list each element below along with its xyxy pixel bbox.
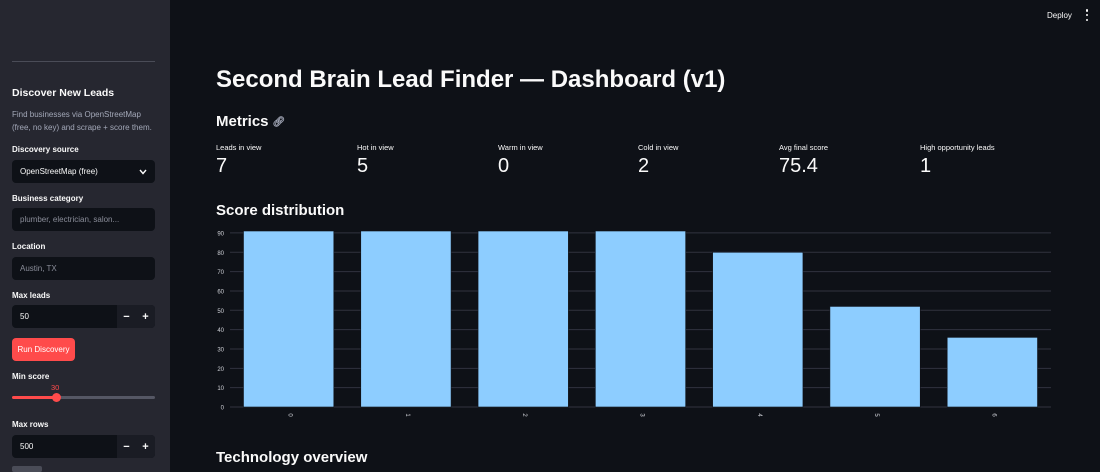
run-discovery-button[interactable]: Run Discovery (12, 338, 75, 361)
metric-value: 0 (498, 155, 510, 177)
metric-value: 2 (638, 155, 650, 177)
max-rows-label: Max rows (12, 420, 49, 429)
bar (595, 230, 686, 408)
x-tick-label: 3 (639, 413, 645, 417)
metrics-heading: Metrics 🔗︎ (216, 113, 285, 130)
min-score-slider-value: 30 (51, 383, 60, 392)
metrics-heading-text: Metrics (216, 113, 269, 130)
discovery-source-value: OpenStreetMap (free) (20, 167, 98, 176)
sidebar-divider (12, 61, 155, 62)
y-tick-label: 30 (217, 347, 224, 353)
discovery-source-select[interactable]: OpenStreetMap (free) (12, 160, 155, 183)
x-tick-label: 2 (521, 413, 527, 417)
metric-label: High opportunity leads (920, 143, 995, 152)
score-distribution-chart: 0 10 20 30 40 50 60 70 80 90 0 1 2 3 4 5 6 (217, 230, 1051, 417)
bar (243, 230, 335, 408)
x-tick-label: 0 (287, 413, 293, 417)
x-tick-label: 6 (990, 413, 996, 417)
metric-cold-in-view: Cold in view 2 (638, 143, 678, 178)
metric-leads-in-view: Leads in view 7 (216, 143, 261, 178)
metric-hot-in-view: Hot in view 5 (357, 143, 394, 178)
min-score-slider-fill (12, 396, 56, 399)
y-tick-label: 0 (221, 406, 225, 412)
metric-warm-in-view: Warm in view 0 (498, 143, 543, 178)
technology-overview-heading: Technology overview (216, 449, 368, 466)
more-menu-icon[interactable] (1083, 9, 1091, 21)
metric-value: 1 (920, 155, 932, 177)
y-tick-label: 10 (217, 386, 224, 392)
metric-value: 75.4 (779, 155, 818, 177)
page-title: Second Brain Lead Finder — Dashboard (v1… (216, 66, 726, 93)
sidebar-next-label (12, 466, 42, 472)
metric-label: Leads in view (216, 143, 262, 152)
discovery-source-label: Discovery source (12, 145, 79, 154)
metric-label: Avg final score (779, 143, 829, 152)
y-tick-label: 60 (217, 289, 224, 295)
chevron-down-icon (139, 169, 147, 175)
deploy-button[interactable]: Deploy (1047, 11, 1072, 20)
metric-label: Warm in view (498, 143, 543, 152)
metric-label: Cold in view (638, 143, 679, 152)
max-rows-stepper[interactable]: 500 − + (12, 435, 155, 458)
score-distribution-heading: Score distribution (216, 202, 345, 219)
y-tick-label: 90 (217, 231, 224, 237)
bar (477, 230, 569, 408)
location-label: Location (12, 242, 46, 251)
y-tick-label: 20 (217, 367, 224, 373)
business-category-label: Business category (12, 194, 84, 203)
sidebar-description: Find businesses via OpenStreetMap (free,… (12, 110, 152, 132)
y-tick-label: 50 (217, 309, 224, 315)
sidebar: Discover New Leads Find businesses via O… (0, 0, 170, 472)
metric-value: 5 (357, 155, 369, 177)
x-tick-label: 5 (873, 413, 879, 417)
business-category-input[interactable] (12, 208, 155, 231)
min-score-slider-thumb[interactable] (52, 393, 61, 402)
x-tick-label: 4 (756, 413, 762, 417)
location-input[interactable] (12, 257, 155, 280)
min-score-slider-track[interactable] (56, 396, 155, 399)
metric-high-opportunity-leads: High opportunity leads 1 (920, 143, 995, 178)
max-rows-increment-button[interactable]: + (136, 435, 155, 458)
bar (946, 337, 1038, 408)
y-tick-label: 80 (217, 251, 224, 257)
metric-avg-final-score: Avg final score 75.4 (779, 143, 828, 178)
bar (360, 230, 452, 408)
max-leads-stepper[interactable]: 50 − + (12, 305, 155, 328)
metric-label: Hot in view (357, 143, 394, 152)
y-tick-label: 40 (217, 328, 224, 334)
bar (712, 251, 804, 408)
max-leads-value[interactable]: 50 (20, 312, 29, 321)
sidebar-title: Discover New Leads (12, 87, 115, 99)
x-tick-label: 1 (404, 413, 410, 417)
y-tick-label: 70 (217, 270, 224, 276)
min-score-label: Min score (12, 372, 50, 381)
max-leads-label: Max leads (12, 291, 51, 300)
bar (829, 306, 921, 408)
link-icon[interactable]: 🔗︎ (272, 116, 286, 128)
max-rows-decrement-button[interactable]: − (117, 435, 136, 458)
max-leads-increment-button[interactable]: + (136, 305, 155, 328)
metric-value: 7 (216, 155, 228, 177)
max-rows-value[interactable]: 500 (20, 442, 34, 451)
max-leads-decrement-button[interactable]: − (117, 305, 136, 328)
